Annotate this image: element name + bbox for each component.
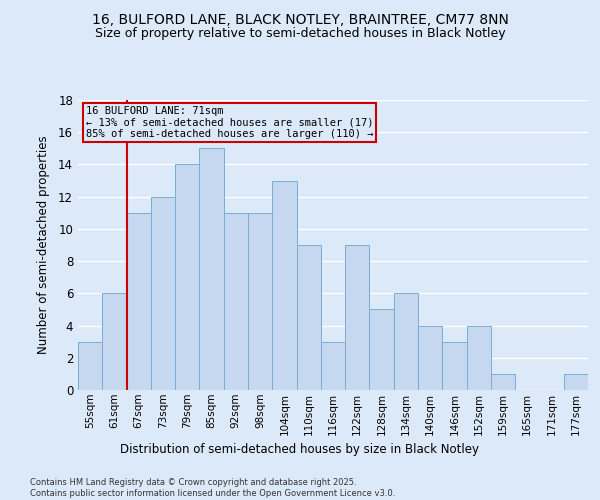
Bar <box>78 342 102 390</box>
Bar <box>564 374 588 390</box>
Bar <box>418 326 442 390</box>
Bar <box>370 310 394 390</box>
Bar <box>394 294 418 390</box>
Text: Contains HM Land Registry data © Crown copyright and database right 2025.
Contai: Contains HM Land Registry data © Crown c… <box>30 478 395 498</box>
Text: 16 BULFORD LANE: 71sqm
← 13% of semi-detached houses are smaller (17)
85% of sem: 16 BULFORD LANE: 71sqm ← 13% of semi-det… <box>86 106 373 139</box>
Bar <box>491 374 515 390</box>
Bar <box>321 342 345 390</box>
Text: Distribution of semi-detached houses by size in Black Notley: Distribution of semi-detached houses by … <box>121 442 479 456</box>
Bar <box>199 148 224 390</box>
Text: Size of property relative to semi-detached houses in Black Notley: Size of property relative to semi-detach… <box>95 28 505 40</box>
Text: 16, BULFORD LANE, BLACK NOTLEY, BRAINTREE, CM77 8NN: 16, BULFORD LANE, BLACK NOTLEY, BRAINTRE… <box>92 12 508 26</box>
Bar <box>442 342 467 390</box>
Bar <box>175 164 199 390</box>
Bar <box>467 326 491 390</box>
Bar <box>296 245 321 390</box>
Bar <box>127 213 151 390</box>
Bar <box>151 196 175 390</box>
Bar <box>272 180 296 390</box>
Y-axis label: Number of semi-detached properties: Number of semi-detached properties <box>37 136 50 354</box>
Bar <box>224 213 248 390</box>
Bar <box>248 213 272 390</box>
Bar <box>345 245 370 390</box>
Bar <box>102 294 127 390</box>
